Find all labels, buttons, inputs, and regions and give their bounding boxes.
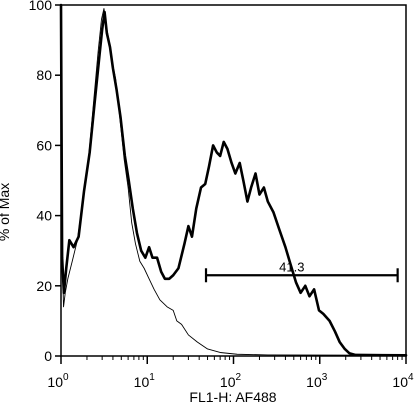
y-tick-label-100: 100: [29, 0, 53, 13]
x-tick-base: 10: [306, 374, 322, 390]
y-axis-title-group: % of Max: [0, 183, 12, 241]
x-tick-label-3: 103: [306, 372, 328, 390]
y-axis-title: % of Max: [0, 183, 12, 241]
x-tick-exponent: 4: [408, 372, 414, 383]
histogram-series-thick: [59, 3, 408, 357]
y-tick-label-20: 20: [36, 278, 52, 294]
x-tick-base: 10: [220, 374, 236, 390]
x-axis-title: FL1-H: AF488: [189, 389, 276, 405]
y-tick-label-0: 0: [44, 348, 52, 364]
plot-area: 41.3: [59, 3, 408, 357]
x-tick-exponent: 1: [149, 372, 155, 383]
x-tick-label-2: 102: [220, 372, 242, 390]
y-tick-label-40: 40: [36, 208, 52, 224]
x-tick-exponent: 3: [322, 372, 328, 383]
x-tick-base: 10: [392, 374, 408, 390]
x-tick-label-4: 104: [392, 372, 414, 390]
x-tick-base: 10: [134, 374, 150, 390]
gate-label: 41.3: [279, 259, 304, 274]
x-tick-label-0: 100: [47, 372, 69, 390]
x-tick-exponent: 0: [63, 372, 69, 383]
x-tick-exponent: 2: [236, 372, 242, 383]
y-tick-label-60: 60: [36, 137, 52, 153]
x-tick-label-1: 101: [134, 372, 156, 390]
x-tick-base: 10: [47, 374, 63, 390]
y-tick-label-80: 80: [36, 67, 52, 83]
